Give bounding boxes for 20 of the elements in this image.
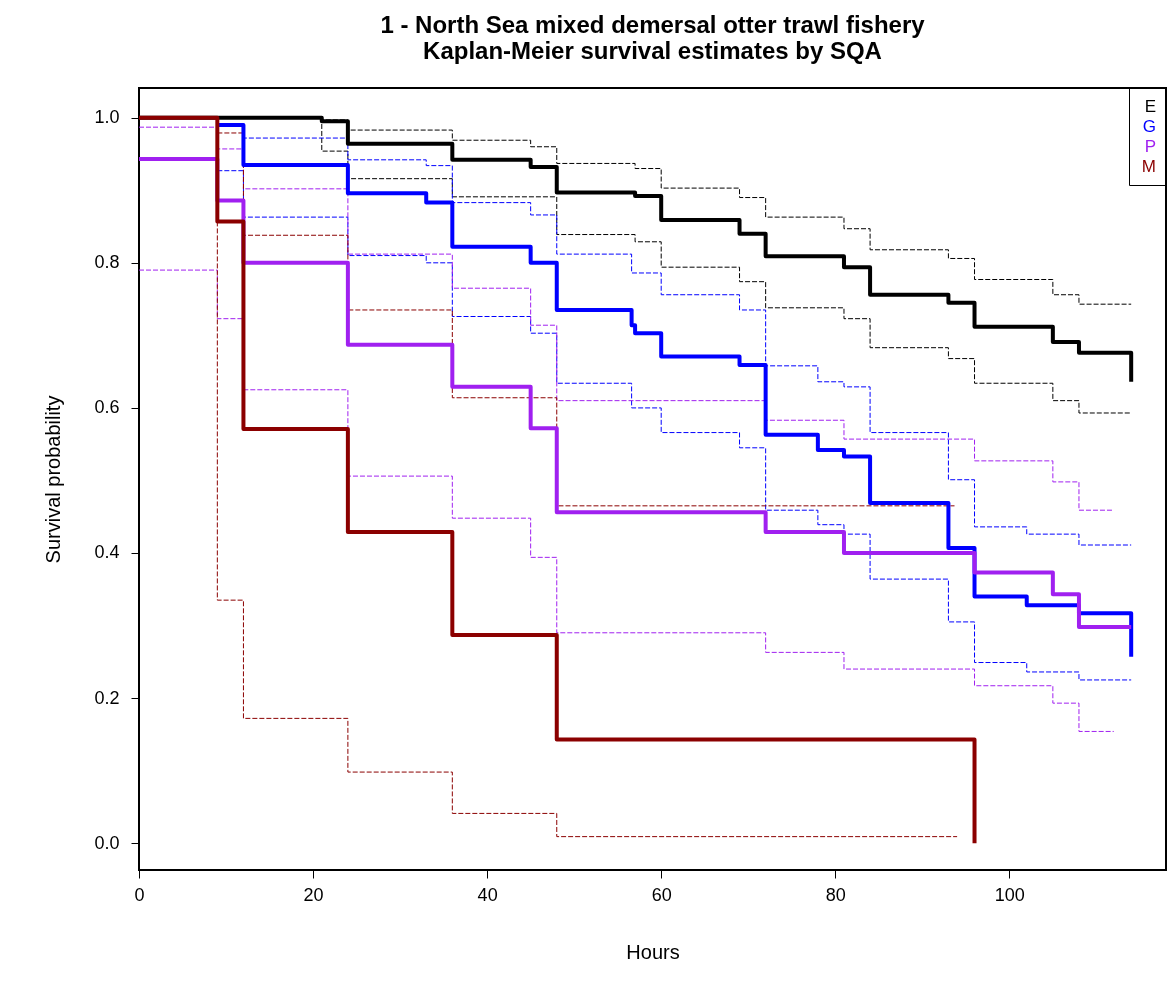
chart-subtitle: Kaplan-Meier survival estimates by SQA: [423, 36, 882, 64]
x-tick-label: 40: [477, 884, 498, 905]
x-axis-title: Hours: [626, 940, 680, 963]
x-tick-label: 20: [303, 884, 324, 905]
text: E: [1144, 96, 1156, 116]
text: M: [1141, 156, 1156, 176]
x-tick-label: 100: [994, 884, 1025, 905]
y-tick-label: 0.6: [94, 397, 120, 418]
text: G: [1142, 116, 1156, 136]
y-tick-label: 0.2: [94, 687, 120, 708]
x-tick-label: 60: [651, 884, 672, 905]
y-tick-label: 0.4: [94, 542, 120, 563]
chart-title: 1 - North Sea mixed demersal otter trawl fishery: [380, 10, 926, 38]
y-tick-label: 0.8: [94, 252, 120, 273]
y-axis-title: Survival probability: [42, 395, 65, 564]
text: P: [1144, 136, 1156, 156]
y-tick-label: 0.0: [94, 832, 120, 853]
x-tick-label: 0: [134, 884, 145, 905]
y-tick-label: 1.0: [94, 107, 120, 128]
x-tick-label: 80: [825, 884, 846, 905]
